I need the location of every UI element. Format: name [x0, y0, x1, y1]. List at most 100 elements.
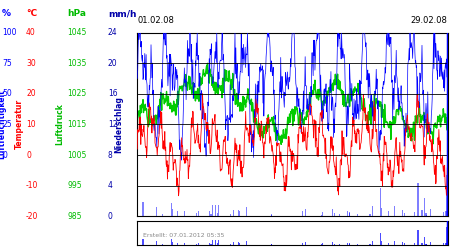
Bar: [380, 188, 381, 216]
Text: 1005: 1005: [68, 150, 87, 160]
Bar: [162, 244, 163, 245]
Bar: [217, 240, 219, 245]
Bar: [271, 214, 272, 216]
Text: hPa: hPa: [68, 9, 86, 18]
Bar: [334, 213, 335, 216]
Bar: [184, 211, 185, 216]
Text: 12: 12: [108, 120, 117, 129]
Text: Temperatur: Temperatur: [15, 99, 24, 150]
Text: Niederschlag: Niederschlag: [115, 96, 124, 153]
Bar: [381, 241, 382, 245]
Bar: [171, 202, 172, 216]
Text: 1035: 1035: [68, 58, 87, 68]
Bar: [239, 243, 240, 245]
Text: 20: 20: [108, 58, 117, 68]
Bar: [172, 209, 173, 216]
Text: 100: 100: [2, 28, 17, 37]
Bar: [380, 233, 381, 245]
Bar: [422, 210, 423, 216]
Bar: [347, 211, 348, 216]
Text: 29.02.08: 29.02.08: [411, 16, 448, 25]
Bar: [339, 214, 340, 216]
Bar: [230, 244, 231, 245]
Bar: [394, 206, 395, 216]
Bar: [246, 206, 247, 216]
Bar: [143, 202, 144, 216]
Bar: [402, 242, 403, 245]
Bar: [305, 210, 306, 216]
Bar: [356, 214, 358, 216]
Bar: [372, 240, 373, 245]
Bar: [156, 207, 157, 216]
Bar: [447, 223, 448, 245]
Text: -20: -20: [26, 212, 39, 221]
Bar: [305, 242, 306, 245]
Text: 01.02.08: 01.02.08: [137, 16, 174, 25]
Bar: [349, 244, 350, 245]
Bar: [172, 242, 173, 245]
Bar: [162, 214, 163, 216]
Text: 0: 0: [2, 150, 7, 160]
Bar: [422, 242, 423, 245]
Bar: [271, 244, 272, 245]
Bar: [339, 244, 340, 245]
Text: 1025: 1025: [68, 89, 87, 98]
Bar: [239, 211, 240, 216]
Bar: [424, 237, 425, 245]
Bar: [443, 243, 444, 245]
Bar: [302, 211, 303, 216]
Text: 30: 30: [26, 58, 36, 68]
Bar: [215, 240, 216, 245]
Bar: [347, 243, 348, 245]
Bar: [426, 215, 428, 216]
Text: °C: °C: [26, 9, 37, 18]
Bar: [381, 208, 382, 216]
Bar: [209, 243, 210, 245]
Bar: [143, 239, 144, 245]
Bar: [211, 244, 212, 245]
Bar: [302, 243, 303, 245]
Bar: [246, 241, 247, 245]
Bar: [447, 166, 448, 216]
Bar: [177, 211, 178, 216]
Bar: [356, 244, 358, 245]
Bar: [430, 208, 431, 216]
Bar: [322, 243, 323, 245]
Bar: [171, 239, 172, 245]
Bar: [332, 242, 333, 245]
Bar: [198, 211, 199, 216]
Bar: [369, 244, 370, 245]
Bar: [447, 225, 448, 245]
Bar: [447, 170, 448, 216]
Text: Luftdruck: Luftdruck: [55, 104, 64, 145]
Text: 75: 75: [2, 58, 12, 68]
Text: 0: 0: [108, 212, 113, 221]
Text: Luftfeuchtigkeit: Luftfeuchtigkeit: [0, 90, 6, 159]
Bar: [196, 244, 198, 245]
Bar: [369, 214, 370, 216]
Bar: [322, 212, 323, 216]
Bar: [425, 213, 427, 216]
Bar: [349, 243, 350, 245]
Bar: [332, 209, 333, 216]
Text: 8: 8: [108, 150, 113, 160]
Text: %: %: [2, 9, 11, 18]
Bar: [212, 240, 213, 245]
Text: -10: -10: [26, 181, 39, 190]
Bar: [388, 211, 389, 216]
Bar: [404, 213, 405, 216]
Bar: [217, 204, 219, 216]
Bar: [198, 243, 199, 245]
Bar: [426, 244, 428, 245]
Bar: [230, 214, 231, 216]
Bar: [430, 242, 431, 245]
Bar: [177, 243, 178, 245]
Text: 985: 985: [68, 212, 82, 221]
Bar: [212, 205, 213, 216]
Bar: [156, 241, 157, 245]
Bar: [372, 206, 373, 216]
Bar: [334, 244, 335, 245]
Bar: [388, 243, 389, 245]
Bar: [184, 243, 185, 245]
Bar: [238, 242, 239, 245]
